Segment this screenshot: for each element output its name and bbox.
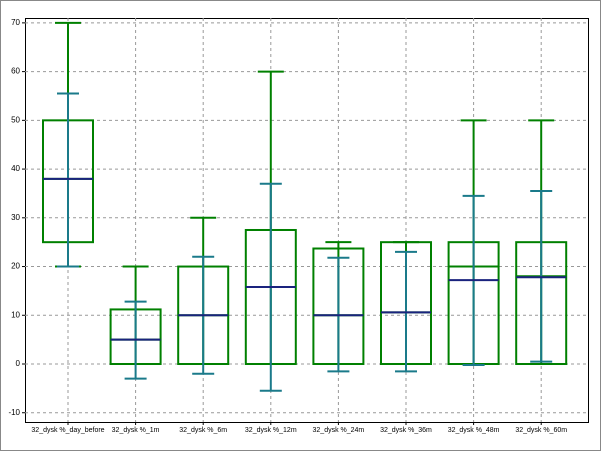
y-tick-label: 0 (16, 359, 21, 368)
x-tick-label: 32_dysk %_48m (448, 427, 500, 434)
y-tick-label: 70 (11, 18, 20, 27)
x-tick-label: 32_dysk %_day_before (31, 427, 104, 434)
y-tick-label: 10 (11, 310, 20, 319)
y-tick-label: 60 (11, 67, 20, 76)
x-tick-label: 32_dysk %_6m (179, 427, 227, 434)
x-tick-label: 32_dysk %_1m (112, 427, 160, 434)
x-tick-label: 32_dysk %_12m (245, 427, 297, 434)
y-tick-label: 40 (11, 164, 20, 173)
y-tick-label: 20 (11, 262, 20, 271)
plot-area (25, 18, 589, 423)
x-tick-label: 32_dysk %_24m (313, 427, 365, 434)
y-tick-label: 50 (11, 115, 20, 124)
x-tick-label: 32_dysk %_60m (515, 427, 567, 434)
x-tick-label: 32_dysk %_36m (380, 427, 432, 434)
y-tick-label: 30 (11, 213, 20, 222)
y-tick-label: -10 (8, 408, 20, 417)
